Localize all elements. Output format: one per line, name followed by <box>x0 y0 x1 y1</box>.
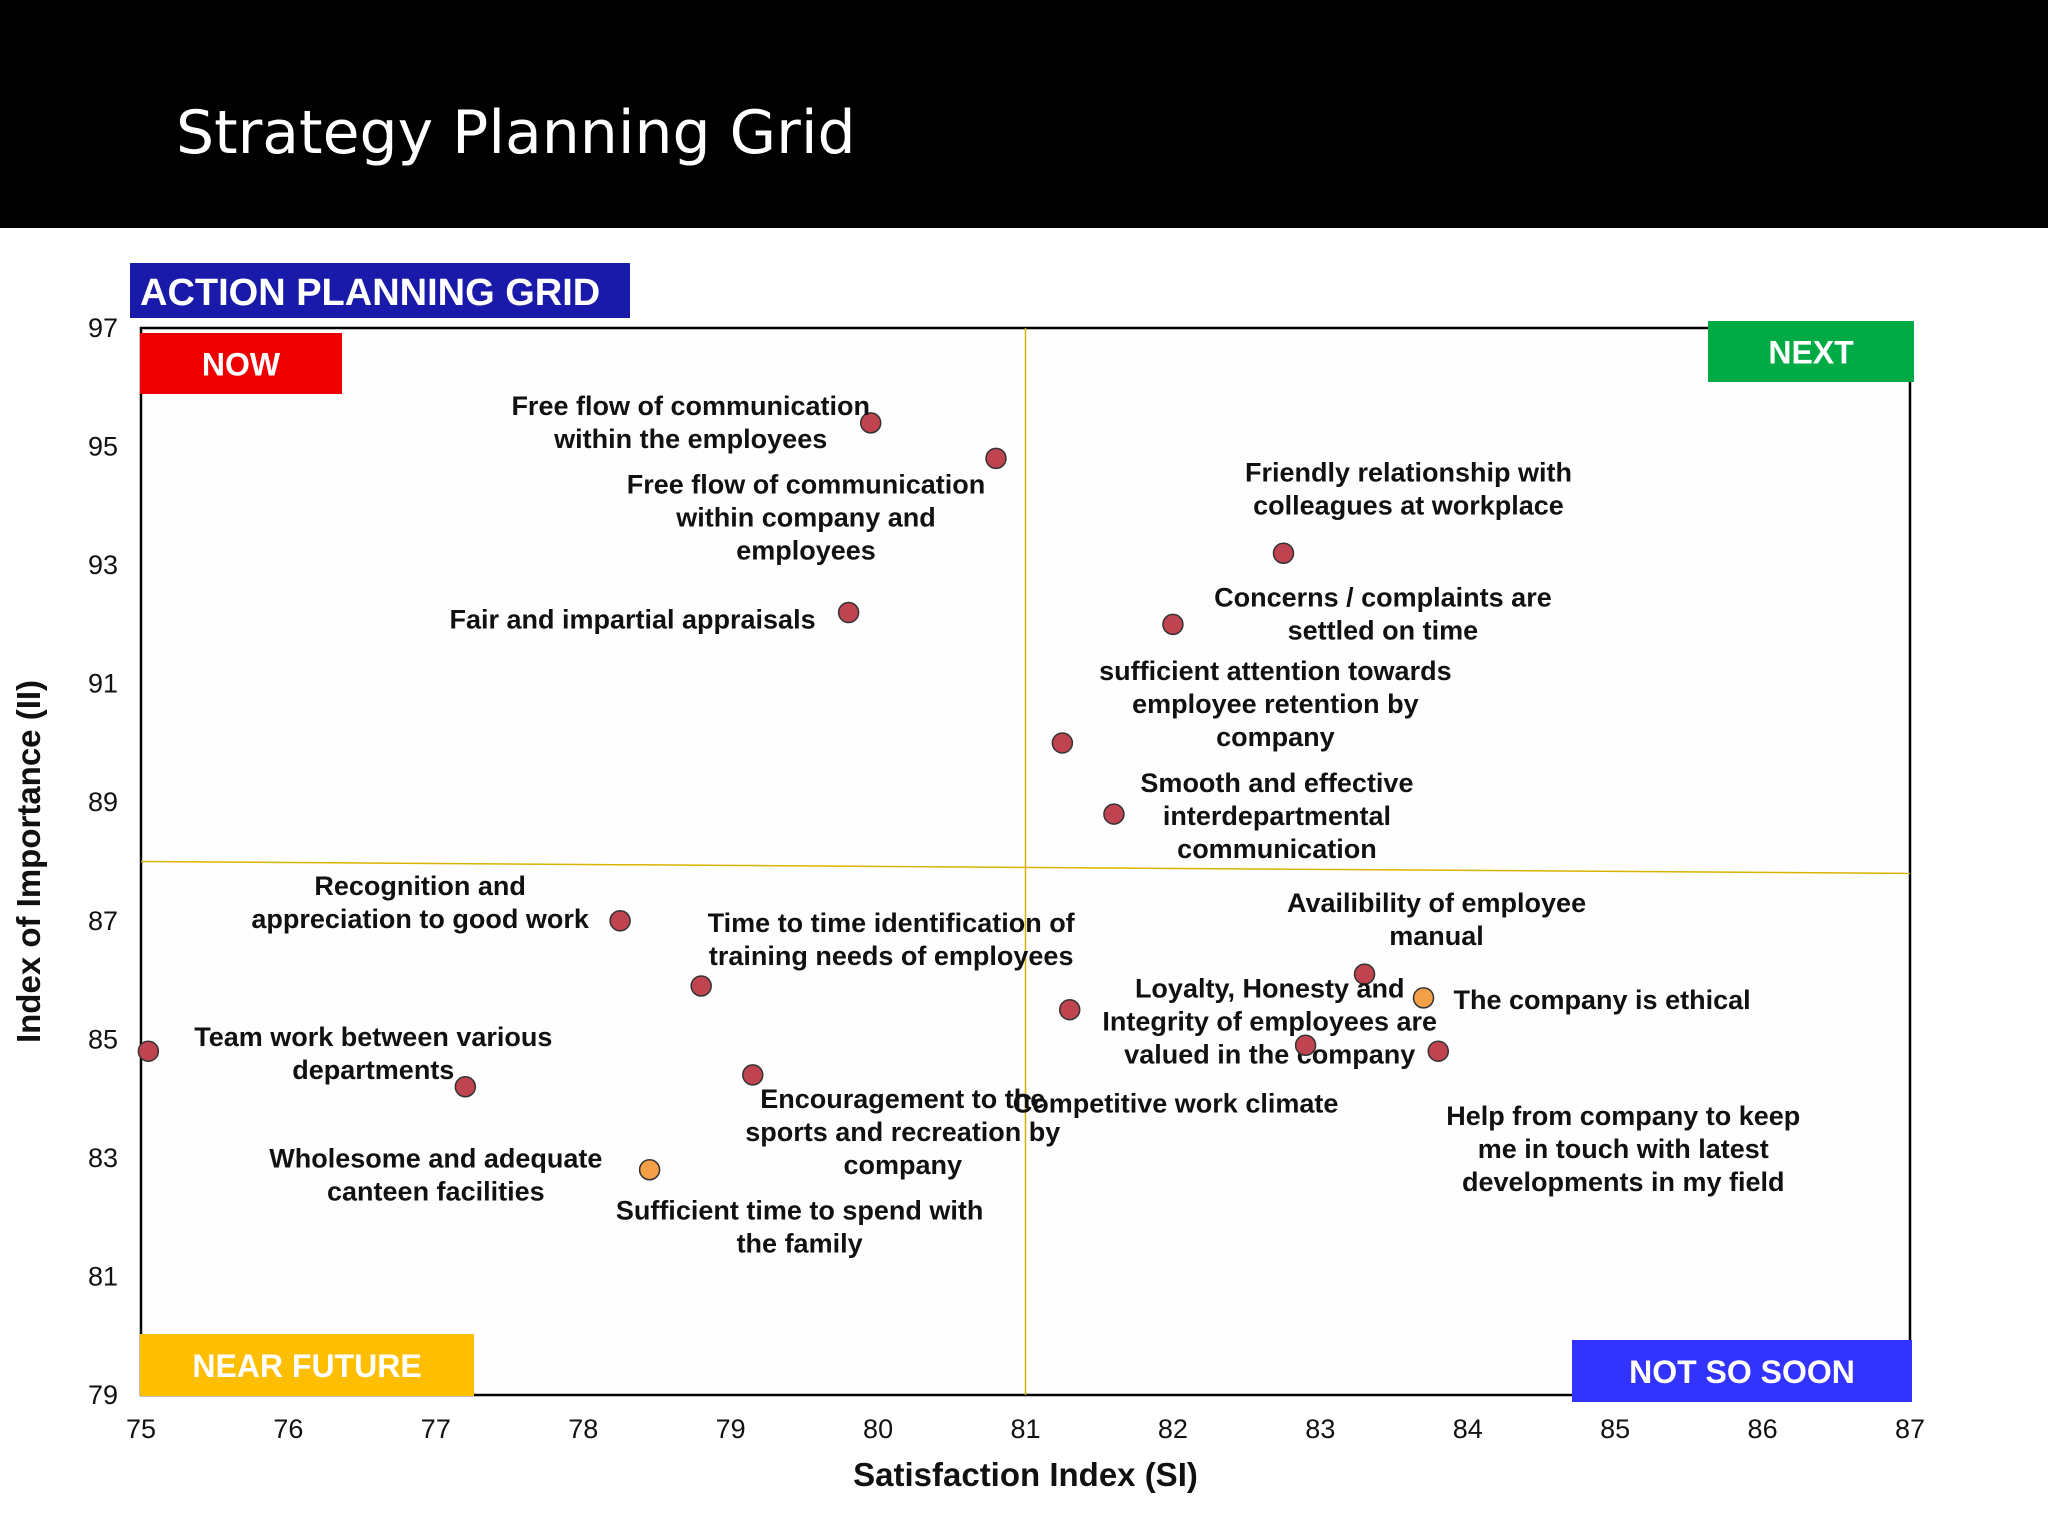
x-tick-label: 78 <box>568 1414 598 1444</box>
data-point <box>638 1158 661 1181</box>
chart-title-box <box>130 263 630 318</box>
data-point-label: Recognition and appreciation to good work <box>251 871 589 934</box>
action-planning-chart: ACTION PLANNING GRID NOW NEXT NEAR FUTURE NO… <box>10 263 1925 1493</box>
data-point-label: Time to time identification of training n… <box>708 908 1076 971</box>
x-tick-label: 77 <box>421 1414 451 1444</box>
y-tick-label: 83 <box>88 1143 118 1173</box>
data-point-label: sufficient attention towards employee ret… <box>1099 656 1452 752</box>
y-tick-label: 89 <box>88 787 118 817</box>
data-point <box>1427 1040 1450 1062</box>
x-tick-label: 86 <box>1748 1414 1778 1444</box>
quadrant-label-bottom-right: NOT SO SOON <box>1629 1354 1855 1390</box>
data-point-label: Encouragement to the sports and recreatio… <box>745 1084 1060 1180</box>
quadrant-badge-bottom-right <box>1572 1340 1912 1402</box>
x-tick-label: 84 <box>1453 1414 1483 1444</box>
title-bar <box>0 0 2048 228</box>
data-point-label: Concerns / complaints are settled on time <box>1214 582 1552 645</box>
data-point-label: Friendly relationship with colleagues at … <box>1245 457 1572 520</box>
data-point-label: Free flow of communication within company… <box>627 469 986 565</box>
slide-title: Strategy Planning Grid <box>176 98 856 168</box>
quadrant-label-top-left: NOW <box>202 347 281 383</box>
data-point <box>859 412 882 434</box>
data-point-label: Wholesome and adequate canteen facilities <box>269 1144 602 1207</box>
quadrant-badge-bottom-left <box>140 1334 474 1396</box>
y-tick-label: 97 <box>88 313 118 343</box>
quadrant-label-top-right: NEXT <box>1768 335 1854 371</box>
y-tick-label: 81 <box>88 1261 118 1291</box>
data-point <box>1272 542 1295 565</box>
x-axis-label: Satisfaction Index (SI) <box>853 1456 1198 1493</box>
data-point <box>609 910 631 932</box>
horizontal-divider-line <box>140 860 1911 875</box>
y-tick-label: 91 <box>88 669 118 699</box>
data-point <box>1412 987 1435 1009</box>
data-point <box>742 1064 764 1086</box>
y-tick-label: 95 <box>88 432 118 462</box>
chart-title: ACTION PLANNING GRID <box>140 272 600 314</box>
data-point-label: Help from company to keep me in touch wit… <box>1446 1101 1800 1197</box>
data-point-label: Availibility of employee manual <box>1287 888 1586 951</box>
data-point-label: Loyalty, Honesty and Integrity of employe… <box>1102 974 1437 1070</box>
data-point <box>690 975 712 997</box>
data-point-label: Team work between various departments <box>194 1022 552 1085</box>
x-tick-label: 82 <box>1158 1414 1188 1444</box>
data-point <box>1294 1034 1317 1057</box>
data-point-label: Fair and impartial appraisals <box>449 605 815 635</box>
quadrant-badge-top-right <box>1708 321 1914 382</box>
x-tick-label: 80 <box>863 1414 893 1444</box>
data-point <box>1162 613 1184 636</box>
y-tick-label: 93 <box>88 550 118 580</box>
x-tick-label: 83 <box>1305 1414 1335 1444</box>
y-tick-label: 85 <box>88 1024 118 1054</box>
quadrant-badge-top-left <box>140 333 342 394</box>
quadrant-label-bottom-left: NEAR FUTURE <box>192 1348 421 1384</box>
x-tick-label: 75 <box>126 1414 156 1444</box>
data-point <box>1051 732 1074 754</box>
x-tick-label: 87 <box>1895 1414 1925 1444</box>
data-point <box>454 1076 477 1098</box>
y-tick-label: 79 <box>88 1380 118 1410</box>
data-point <box>1058 998 1081 1021</box>
x-tick-label: 85 <box>1600 1414 1630 1444</box>
data-point <box>1103 803 1125 825</box>
y-tick-label: 87 <box>88 906 118 936</box>
data-point <box>137 1040 160 1062</box>
x-tick-label: 81 <box>1010 1414 1040 1444</box>
data-point-label: Free flow of communication within the emp… <box>511 391 870 454</box>
data-point <box>985 447 1007 470</box>
data-point-label: Competitive work climate <box>1013 1088 1339 1118</box>
x-tick-label: 79 <box>716 1414 746 1444</box>
y-axis-label: Index of Importance (II) <box>10 680 47 1043</box>
data-point-label: Smooth and effective interdepartmental com… <box>1140 768 1413 864</box>
x-tick-label: 76 <box>273 1414 303 1444</box>
data-point <box>837 601 860 624</box>
data-point-label: The company is ethical <box>1454 985 1751 1015</box>
data-point <box>1353 963 1376 985</box>
data-point-label: Sufficient time to spend with the family <box>616 1196 984 1259</box>
